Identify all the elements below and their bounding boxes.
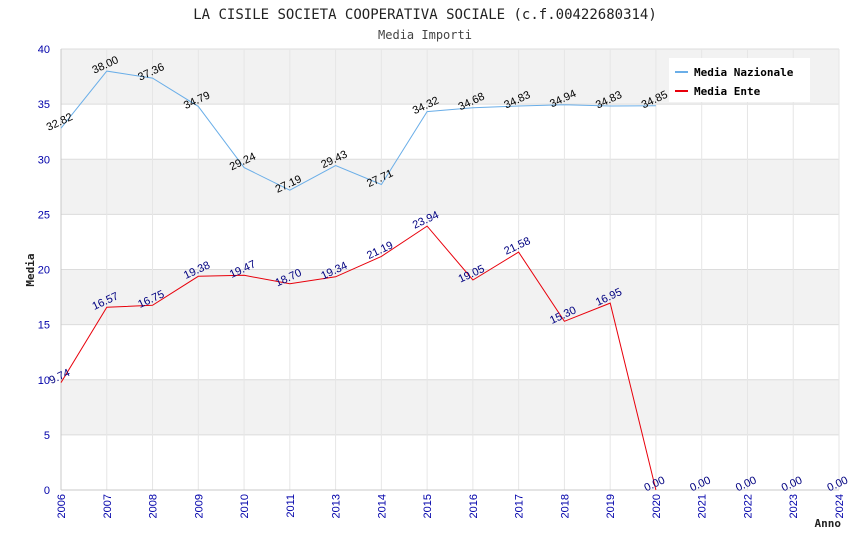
x-tick-label: 2009 [193, 494, 205, 518]
x-tick-label: 2014 [376, 494, 388, 518]
x-tick-label: 2017 [514, 494, 526, 518]
grid-bands [61, 49, 839, 435]
x-tick-label: 2007 [102, 494, 114, 518]
x-tick-label: 2010 [239, 494, 251, 518]
x-tick-label: 2016 [468, 494, 480, 518]
series-line-0 [60, 70, 656, 191]
y-tick-label: 40 [38, 44, 50, 56]
grid-lines [60, 48, 840, 491]
series-lines [60, 70, 657, 491]
x-tick-label: 2008 [148, 494, 160, 518]
y-tick-label: 25 [38, 209, 50, 221]
x-tick-label: 2024 [834, 494, 846, 518]
x-tick-label: 2022 [742, 494, 754, 518]
legend-label: Media Nazionale [694, 66, 794, 79]
legend: Media Nazionale Media Ente [669, 58, 810, 102]
x-tick-label: 2011 [285, 494, 297, 518]
chart-title: LA CISILE SOCIETA COOPERATIVA SOCIALE (c… [193, 7, 657, 23]
y-tick-label: 10 [38, 375, 50, 387]
y-axis-title: Media [24, 253, 37, 286]
y-axis-ticks: 0 5 10 15 20 25 30 35 40 [38, 44, 50, 497]
y-tick-label: 15 [38, 320, 50, 332]
grid-band [61, 269, 839, 325]
x-tick-label: 2013 [331, 494, 343, 518]
x-tick-label: 2023 [788, 494, 800, 518]
y-tick-label: 5 [44, 430, 50, 442]
series-line-1 [60, 225, 657, 491]
x-axis-title: Anno [815, 517, 842, 530]
grid-band [61, 159, 839, 215]
chart-subtitle: Media Importi [378, 28, 472, 42]
x-tick-label: 2018 [559, 494, 571, 518]
x-axis-ticks: 2006 2007 2008 2009 2010 2011 2013 2014 2015 2016… [56, 494, 846, 518]
y-tick-label: 20 [38, 265, 50, 277]
x-tick-label: 2021 [697, 494, 709, 518]
x-tick-label: 2020 [651, 494, 663, 518]
legend-label: Media Ente [694, 85, 761, 98]
y-tick-label: 30 [38, 154, 50, 166]
y-tick-label: 0 [44, 485, 50, 497]
x-tick-label: 2019 [605, 494, 617, 518]
grid-band [61, 379, 839, 435]
x-tick-label: 2015 [422, 494, 434, 518]
x-tick-label: 2006 [56, 494, 68, 518]
legend-box [669, 58, 810, 102]
y-tick-label: 35 [38, 99, 50, 111]
